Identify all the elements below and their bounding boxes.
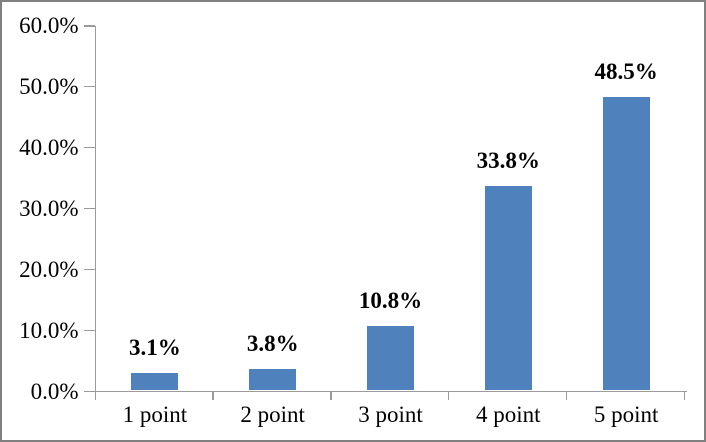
bar: [131, 373, 179, 391]
x-axis-tick: [94, 392, 96, 400]
y-tick-label: 60.0%: [19, 13, 79, 38]
bar-value-label: 48.5%: [594, 58, 658, 84]
x-tick-label: 3 point: [358, 402, 423, 427]
x-axis-line: [94, 390, 687, 392]
x-tick-label: 5 point: [593, 402, 659, 427]
bar: [249, 368, 297, 391]
bar: [602, 96, 650, 391]
y-axis-tick: [83, 207, 95, 210]
x-axis-tick: [565, 392, 568, 400]
x-axis-tick: [212, 392, 214, 400]
bar-value-label: 33.8%: [476, 148, 540, 174]
bar-value-label: 3.1%: [129, 335, 181, 361]
bar: [484, 186, 532, 391]
y-tick-label: 0.0%: [30, 378, 79, 404]
y-axis-line: [94, 26, 96, 393]
y-axis-tick: [83, 268, 95, 271]
y-tick-label: 30.0%: [19, 195, 79, 221]
y-tick-label: 40.0%: [19, 134, 79, 160]
x-tick-label: 4 point: [476, 402, 541, 427]
y-tick-label: 50.0%: [19, 73, 79, 99]
y-axis-tick: [83, 146, 95, 149]
y-axis-tick: [83, 329, 95, 332]
x-tick-label: 1 point: [122, 402, 188, 427]
y-axis-tick: [83, 85, 95, 88]
x-axis-tick: [330, 392, 332, 400]
x-tick-label: 2 point: [240, 402, 305, 427]
y-axis-tick: [83, 390, 95, 392]
y-axis-tick: [83, 25, 95, 27]
bar-value-label: 10.8%: [358, 288, 423, 314]
x-axis-tick: [447, 392, 450, 400]
y-tick-label: 20.0%: [19, 256, 79, 282]
bar: [367, 326, 414, 391]
x-axis-tick: [683, 392, 685, 400]
bar-value-label: 3.8%: [246, 330, 299, 356]
y-tick-label: 10.0%: [19, 317, 79, 343]
